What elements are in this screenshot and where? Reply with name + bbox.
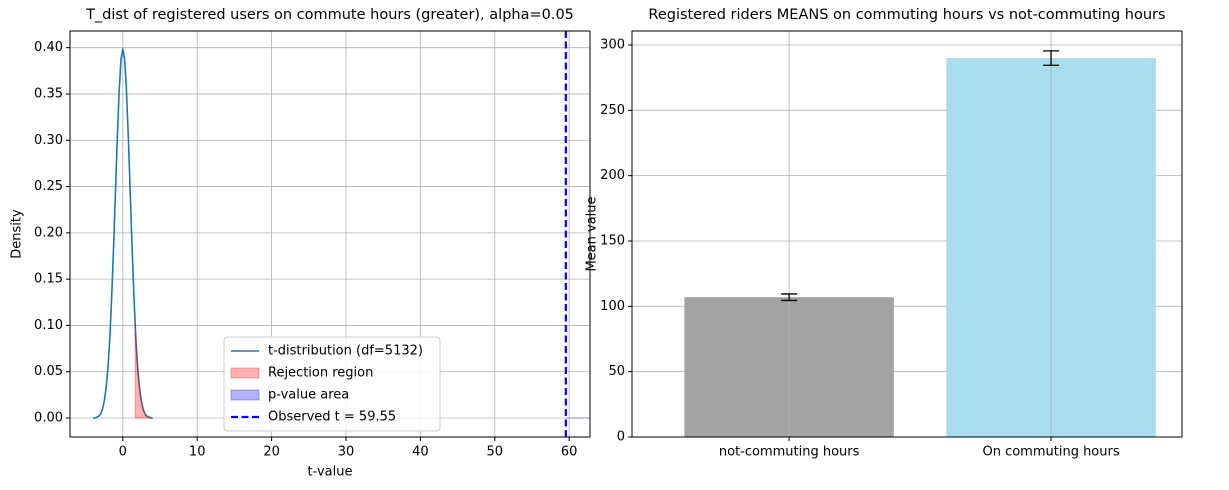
error-bar	[1043, 50, 1060, 66]
y-tick-label: 0.30	[34, 133, 63, 148]
y-tick-label: 0.00	[34, 411, 63, 426]
y-tick-label: 0.20	[34, 225, 63, 240]
y-tick-label: 50	[608, 364, 625, 379]
y-tick-label: 300	[600, 37, 625, 52]
y-tick-label: 0.15	[34, 272, 63, 287]
y-tick-label: 0.25	[34, 179, 63, 194]
y-axis-label: Density	[10, 209, 25, 259]
y-tick-label: 0.40	[34, 40, 63, 55]
y-tick-label: 0.10	[34, 318, 63, 333]
y-tick-label: 250	[600, 103, 625, 118]
x-tick-label: 20	[263, 445, 280, 460]
x-tick-label: not-commuting hours	[719, 445, 860, 460]
x-tick-label: 40	[412, 445, 429, 460]
chart-title: Registered riders MEANS on commuting hou…	[648, 7, 1165, 23]
y-tick-label: 100	[600, 299, 625, 314]
axes-frame	[69, 30, 591, 438]
legend-label: t-distribution (df=5132)	[268, 344, 423, 359]
legend-swatch	[230, 367, 260, 379]
legend-swatch	[230, 389, 260, 401]
y-tick-label: 200	[600, 168, 625, 183]
x-tick-label: 50	[487, 445, 504, 460]
x-tick-label: On commuting hours	[982, 445, 1119, 460]
area	[134, 323, 153, 419]
x-tick-label: 30	[338, 445, 355, 460]
legend-label: p-value area	[268, 388, 349, 403]
axes-frame	[631, 30, 1183, 438]
y-axis-label: Mean value	[585, 196, 600, 271]
x-tick-label: 10	[189, 445, 206, 460]
x-axis-label: t-value	[308, 465, 353, 480]
legend-label: Rejection region	[268, 366, 373, 381]
x-tick-label: 60	[561, 445, 578, 460]
y-tick-label: 0.05	[34, 364, 63, 379]
x-tick-label: 0	[119, 445, 127, 460]
y-tick-label: 150	[600, 233, 625, 248]
y-tick-label: 0	[617, 430, 625, 445]
line	[93, 48, 153, 419]
chart-title: T_dist of registered users on commute ho…	[85, 7, 574, 23]
plot-area	[93, 31, 567, 437]
legend-label: Observed t = 59.55	[268, 410, 396, 425]
error-bar	[781, 293, 798, 302]
y-tick-label: 0.35	[34, 86, 63, 101]
legend	[223, 336, 441, 432]
